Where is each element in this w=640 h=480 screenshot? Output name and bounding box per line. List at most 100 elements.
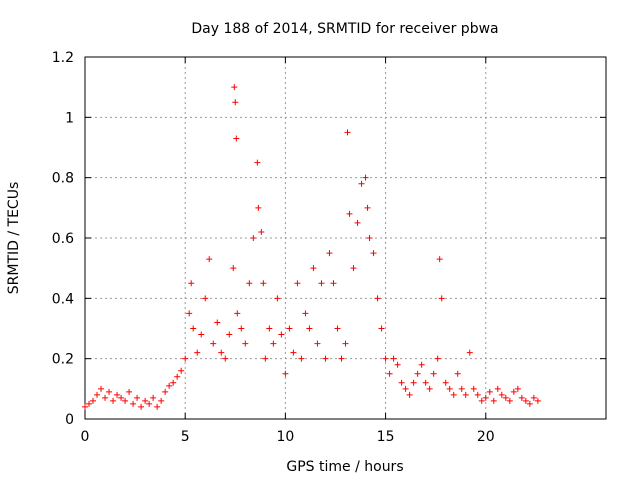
data-point — [146, 400, 153, 407]
data-point — [402, 385, 409, 392]
y-tick-label: 1 — [65, 110, 74, 126]
data-point — [138, 403, 145, 410]
y-tick-label: 1.2 — [52, 50, 74, 66]
data-point — [294, 280, 301, 287]
data-point — [350, 265, 357, 272]
data-point — [162, 388, 169, 395]
data-point — [490, 397, 497, 404]
data-point — [510, 388, 517, 395]
data-point — [386, 370, 393, 377]
data-point — [130, 400, 137, 407]
data-point — [334, 325, 341, 332]
y-tick-label: 0.8 — [52, 171, 74, 187]
axis-ticks: 0 5 10 15 20 0 0.2 0.4 0.6 0.8 1 1.2 — [52, 50, 606, 445]
data-point — [230, 265, 237, 272]
data-point — [470, 385, 477, 392]
y-tick-label: 0.6 — [52, 231, 74, 247]
data-point — [194, 349, 201, 356]
data-point — [454, 370, 461, 377]
data-point — [158, 397, 165, 404]
data-point — [90, 397, 97, 404]
data-point — [166, 382, 173, 389]
data-point — [232, 99, 239, 106]
x-tick-label: 10 — [276, 429, 294, 445]
grid — [85, 57, 606, 419]
chart-title: Day 188 of 2014, SRMTID for receiver pbw… — [191, 21, 498, 37]
data-point — [398, 379, 405, 386]
data-point — [526, 400, 533, 407]
data-point — [274, 295, 281, 302]
y-tick-label: 0 — [65, 412, 74, 428]
data-point — [422, 379, 429, 386]
data-point — [362, 174, 369, 181]
data-point — [390, 355, 397, 362]
data-point — [182, 355, 189, 362]
data-point — [314, 340, 321, 347]
data-point — [474, 391, 481, 398]
data-point — [426, 385, 433, 392]
data-point — [110, 397, 117, 404]
data-point — [366, 235, 373, 241]
data-point — [434, 355, 441, 362]
data-point — [518, 394, 525, 401]
x-tick-label: 5 — [181, 429, 190, 445]
data-point — [378, 325, 385, 332]
data-point — [446, 385, 453, 392]
y-tick-label: 0.2 — [52, 352, 74, 368]
data-point — [330, 280, 337, 287]
data-point — [134, 394, 141, 401]
data-point — [462, 391, 469, 398]
data-point — [246, 280, 253, 287]
data-point — [302, 310, 309, 317]
data-point — [231, 84, 238, 91]
data-point — [250, 235, 257, 241]
data-point — [382, 355, 389, 362]
y-axis-label: SRMTID / TECUs — [6, 182, 22, 295]
data-point — [306, 325, 313, 332]
data-point — [310, 265, 317, 272]
data-point — [114, 391, 121, 398]
data-point — [122, 397, 129, 404]
data-point — [226, 331, 233, 338]
data-point — [282, 370, 289, 377]
data-point — [502, 394, 509, 401]
data-point — [498, 391, 505, 398]
y-tick-label: 0.4 — [52, 291, 74, 307]
data-point — [344, 129, 351, 136]
data-point — [486, 388, 493, 395]
data-point — [530, 394, 537, 401]
x-axis-label: GPS time / hours — [286, 459, 403, 475]
data-point — [458, 385, 465, 392]
data-point — [202, 295, 209, 302]
data-point — [186, 310, 193, 317]
data-point — [82, 403, 88, 410]
data-point — [198, 331, 205, 338]
data-point — [522, 397, 529, 404]
data-point — [442, 379, 449, 386]
data-point — [126, 388, 133, 395]
data-point — [374, 295, 381, 302]
data-point — [270, 340, 277, 347]
data-point — [102, 394, 109, 401]
data-point — [118, 394, 125, 401]
data-point — [358, 180, 365, 187]
data-point — [482, 394, 489, 401]
data-point — [506, 397, 513, 404]
data-point — [298, 355, 305, 362]
data-point — [514, 385, 521, 392]
data-point — [154, 403, 161, 410]
data-point — [98, 385, 105, 392]
data-point — [178, 367, 185, 374]
data-point — [406, 391, 413, 398]
data-point — [170, 379, 177, 386]
data-point — [242, 340, 249, 347]
data-point — [278, 331, 285, 338]
data-point — [254, 159, 261, 166]
data-point — [94, 391, 101, 398]
data-point — [255, 204, 262, 211]
x-tick-label: 15 — [377, 429, 395, 445]
data-point — [290, 349, 297, 356]
data-point — [430, 370, 437, 377]
data-point — [210, 340, 217, 347]
